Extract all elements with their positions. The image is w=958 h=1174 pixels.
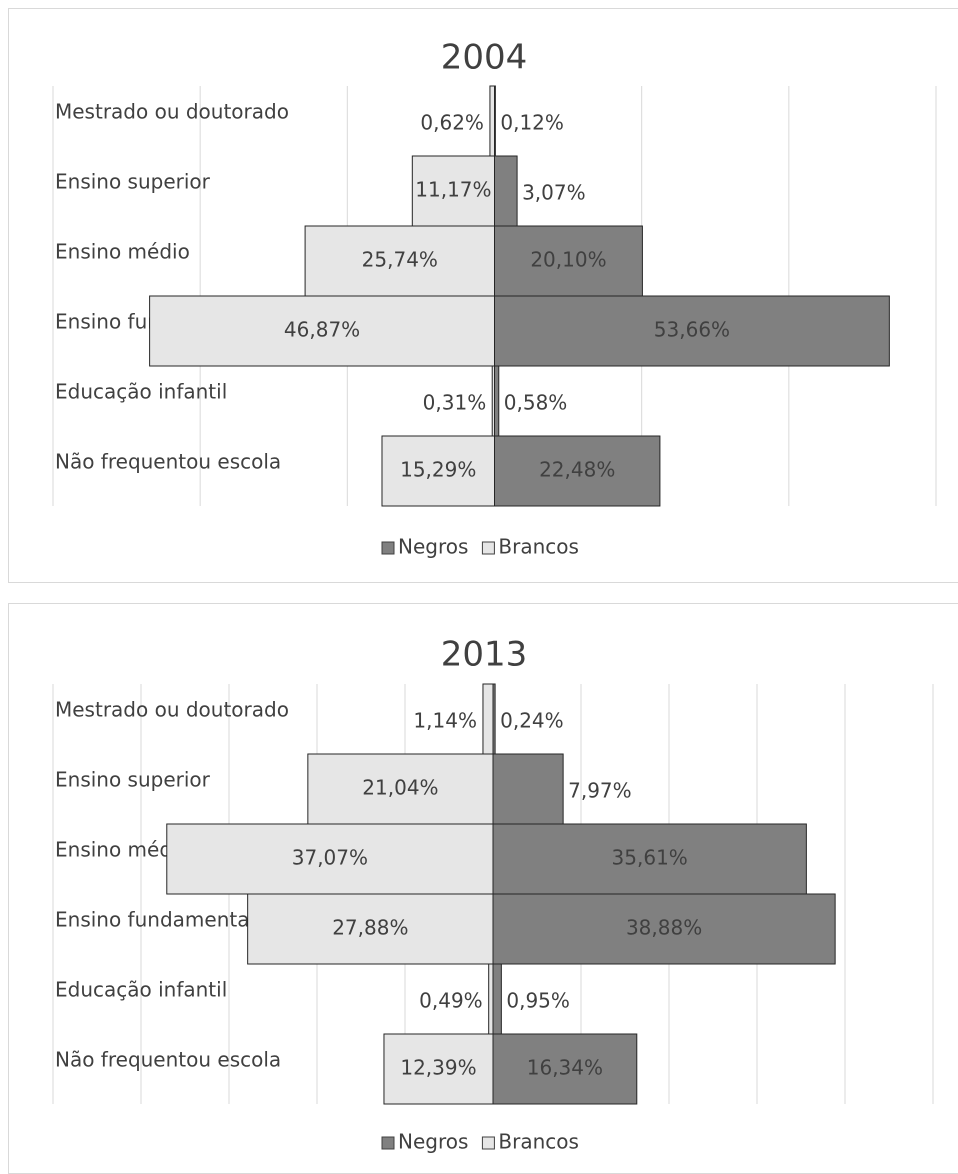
- bar: [482, 683, 494, 755]
- data-label: 7,97%: [568, 779, 632, 803]
- bar: [492, 753, 564, 825]
- category-label: Mestrado ou doutorado: [55, 100, 289, 124]
- bar: [494, 365, 500, 437]
- data-label: 22,48%: [539, 458, 615, 482]
- legend-label: Brancos: [498, 535, 579, 559]
- category-label: Educação infantil: [55, 978, 227, 1002]
- category-label: Ensino superior: [55, 170, 211, 194]
- legend-swatch: [481, 1136, 495, 1150]
- bar: [492, 1033, 638, 1105]
- data-label: 1,14%: [413, 709, 477, 733]
- chart: 2004 Mestrado ou doutorado Ensino superior…: [8, 8, 958, 583]
- legend-label: Negros: [398, 1130, 468, 1154]
- bar: [494, 225, 643, 297]
- data-label: 0,12%: [500, 111, 564, 135]
- data-label: 0,95%: [506, 989, 570, 1013]
- legend-swatch: [381, 1136, 395, 1150]
- data-label: 15,29%: [400, 458, 476, 482]
- legend-swatch: [381, 541, 395, 555]
- chart-title: 2013: [441, 635, 528, 675]
- data-label: 3,07%: [522, 181, 586, 205]
- category-label: Ensino superior: [55, 768, 211, 792]
- data-label: 0,24%: [500, 709, 564, 733]
- data-label: 27,88%: [332, 916, 408, 940]
- legend-swatch: [481, 541, 495, 555]
- category-label: Mestrado ou doutorado: [55, 698, 289, 722]
- data-label: 38,88%: [626, 916, 702, 940]
- bar: [489, 85, 496, 157]
- bar: [381, 435, 496, 507]
- data-label: 21,04%: [362, 776, 438, 800]
- bar: [492, 893, 836, 965]
- bar: [492, 823, 807, 895]
- chart-title: 2004: [441, 38, 528, 78]
- bar: [383, 1033, 494, 1105]
- chart: 2013 Mestrado ou doutorado Ensino superior…: [8, 603, 958, 1174]
- data-label: 20,10%: [530, 248, 606, 272]
- category-label: Ensino médio: [55, 240, 190, 264]
- bar: [492, 963, 502, 1035]
- data-label: 0,31%: [423, 391, 487, 415]
- bar: [494, 155, 518, 227]
- bar: [494, 295, 890, 367]
- bar: [304, 225, 495, 297]
- category-label: Educação infantil: [55, 380, 227, 404]
- data-label: 37,07%: [292, 846, 368, 870]
- data-label: 46,87%: [284, 318, 360, 342]
- bar: [494, 435, 661, 507]
- bar: [488, 963, 494, 1035]
- data-label: 0,49%: [419, 989, 483, 1013]
- legend-label: Negros: [398, 535, 468, 559]
- data-label: 16,34%: [527, 1056, 603, 1080]
- bar: [166, 823, 494, 895]
- data-label: 0,62%: [420, 111, 484, 135]
- category-label: Ensino fundamental: [55, 908, 255, 932]
- category-label: Não frequentou escola: [55, 450, 281, 474]
- data-label: 25,74%: [362, 248, 438, 272]
- data-label: 0,58%: [504, 391, 568, 415]
- data-label: 35,61%: [612, 846, 688, 870]
- bar: [149, 295, 495, 367]
- data-label: 53,66%: [654, 318, 730, 342]
- category-label: Não frequentou escola: [55, 1048, 281, 1072]
- bar: [307, 753, 494, 825]
- bar: [491, 365, 495, 437]
- data-label: 12,39%: [400, 1056, 476, 1080]
- bar: [247, 893, 494, 965]
- data-label: 11,17%: [415, 178, 491, 202]
- legend-label: Brancos: [498, 1130, 579, 1154]
